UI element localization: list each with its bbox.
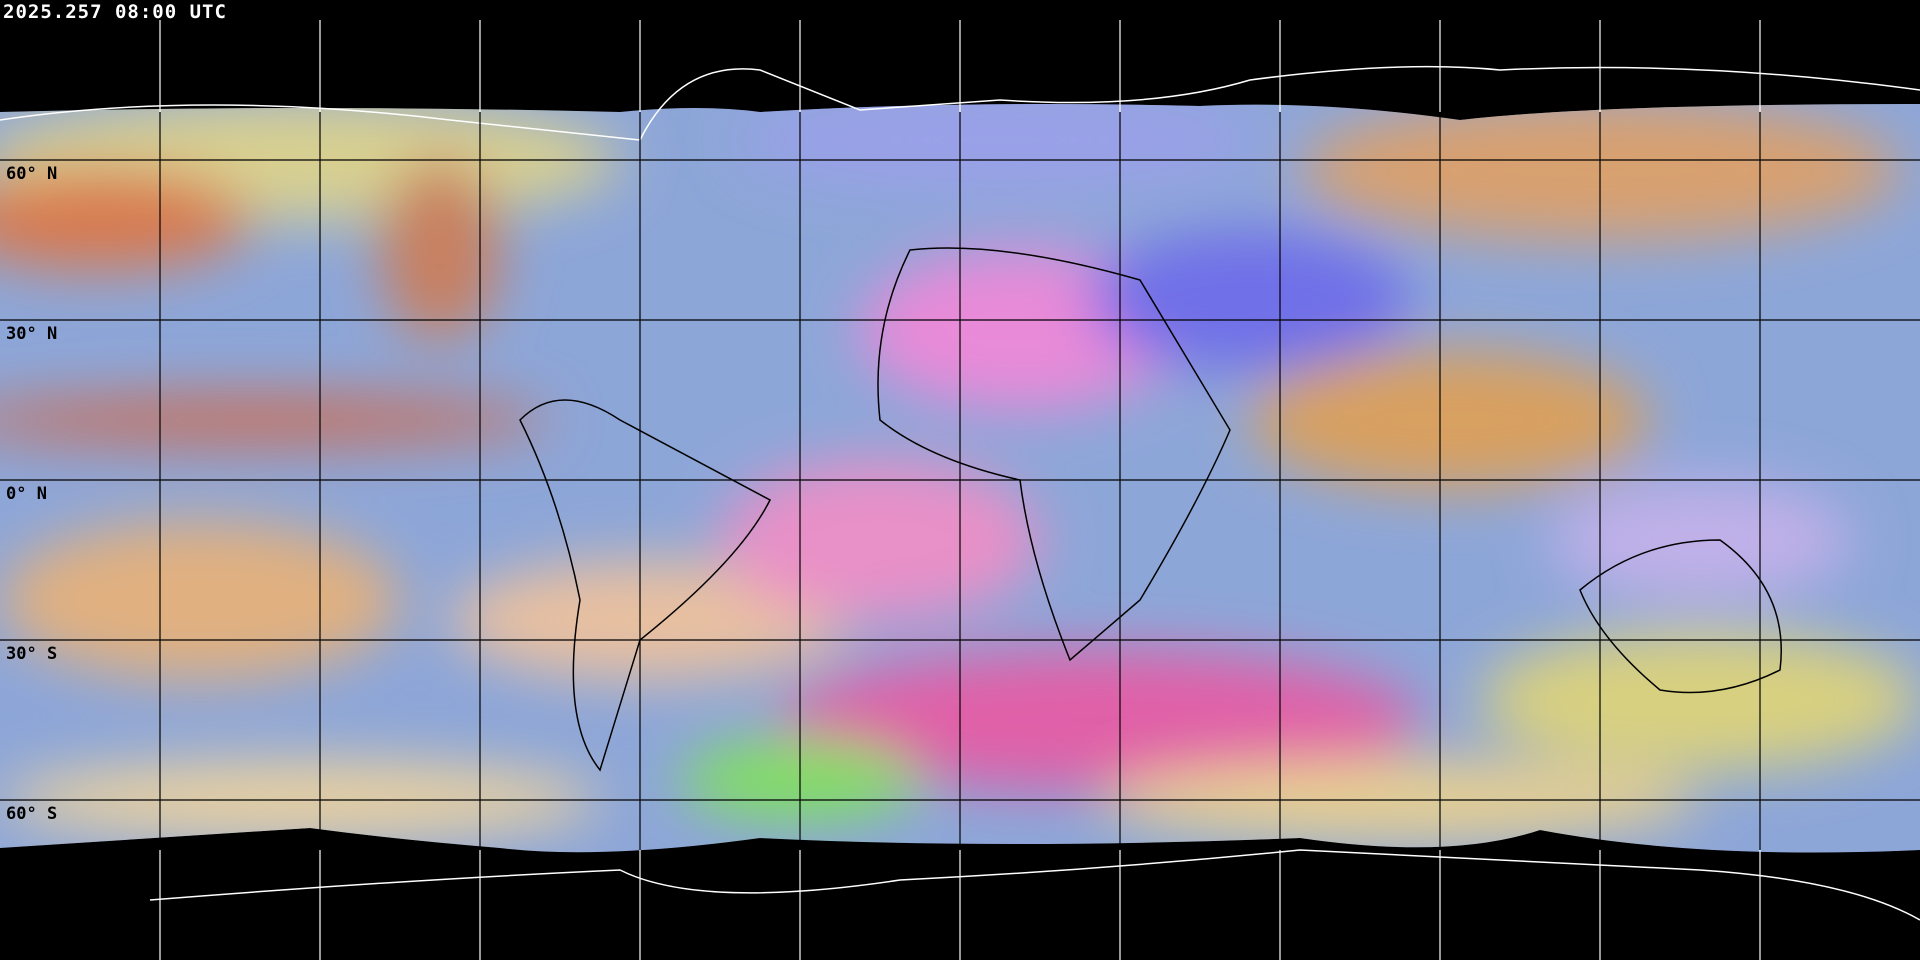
coastline-australia [1579, 539, 1782, 694]
latitude-label-0n: 0° N [6, 484, 47, 504]
coastline-africa [877, 247, 1231, 662]
latitude-label-60s: 60° S [6, 804, 58, 824]
timestamp-label: 2025.257 08:00 UTC [3, 1, 227, 23]
latitude-label-60n: 60° N [6, 164, 58, 184]
graticule [0, 20, 1920, 960]
coastline-antarctica [149, 849, 1920, 921]
latitude-label-30s: 30° S [6, 644, 58, 664]
coastline-south-america [519, 399, 771, 772]
latitude-label-30n: 30° N [6, 324, 58, 344]
